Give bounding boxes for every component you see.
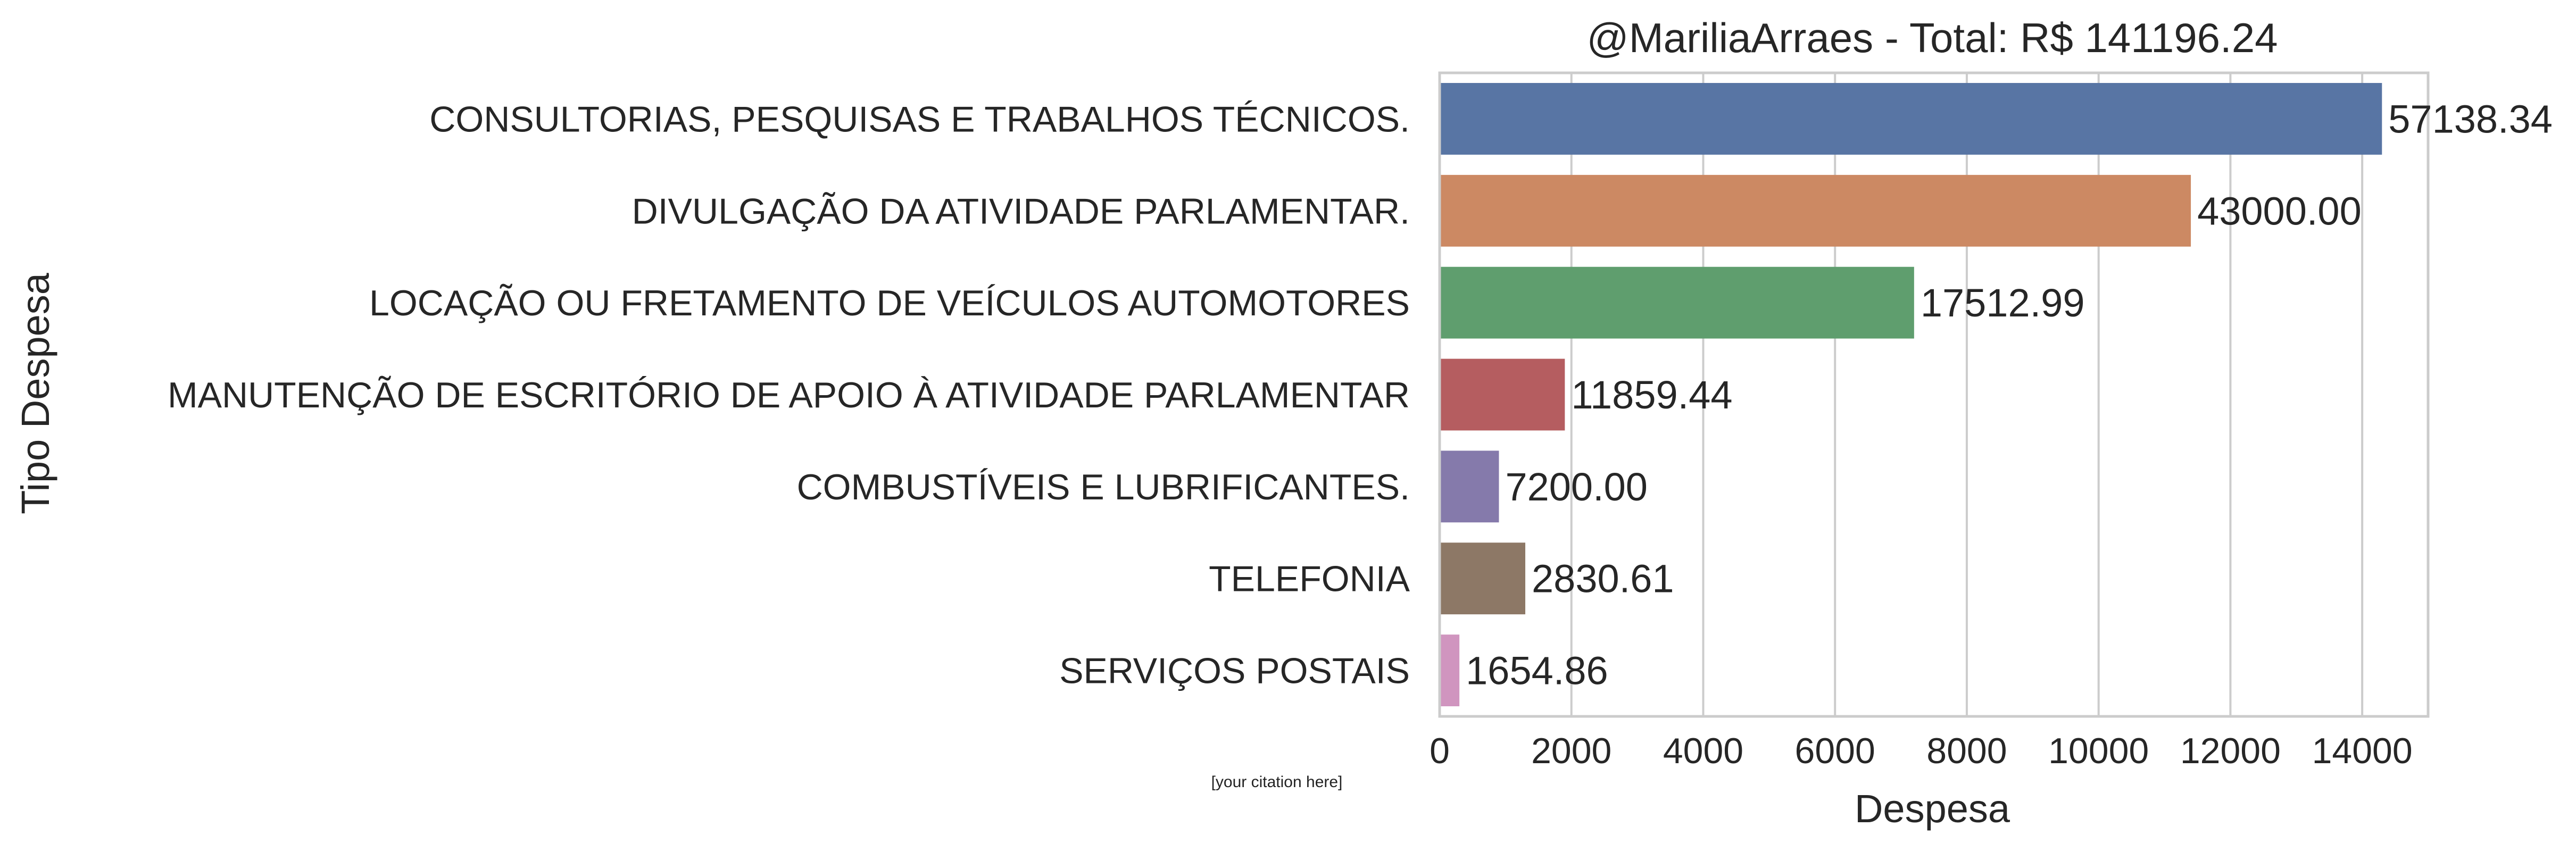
x-tick-label: 2000 bbox=[1531, 731, 1611, 771]
category-label: COMBUSTÍVEIS E LUBRIFICANTES. bbox=[797, 467, 1410, 507]
bar bbox=[1440, 634, 1460, 706]
category-label: SERVIÇOS POSTAIS bbox=[1059, 651, 1410, 691]
data-label: 17512.99 bbox=[1921, 281, 2085, 325]
x-tick-label: 10000 bbox=[2048, 731, 2149, 771]
category-labels: CONSULTORIAS, PESQUISAS E TRABALHOS TÉCN… bbox=[168, 99, 1410, 691]
data-label: 43000.00 bbox=[2197, 189, 2362, 233]
category-label: CONSULTORIAS, PESQUISAS E TRABALHOS TÉCN… bbox=[429, 99, 1410, 139]
bar bbox=[1440, 542, 1526, 615]
data-label: 2830.61 bbox=[1532, 557, 1674, 601]
x-tick-labels: 0 2000 4000 6000 8000 10000 12000 14000 bbox=[1430, 731, 2413, 771]
y-axis-label: Tipo Despesa bbox=[13, 272, 57, 514]
bar bbox=[1440, 450, 1499, 523]
data-labels: 57138.34 43000.00 17512.99 11859.44 7200.00 2… bbox=[1466, 97, 2553, 692]
bar bbox=[1440, 83, 2382, 155]
data-label: 11859.44 bbox=[1571, 373, 1732, 417]
category-label: DIVULGAÇÃO DA ATIVIDADE PARLAMENTAR. bbox=[632, 191, 1410, 231]
x-tick-label: 6000 bbox=[1795, 731, 1875, 771]
category-label: TELEFONIA bbox=[1209, 559, 1410, 599]
plot-frame bbox=[1438, 71, 2430, 718]
x-tick-label: 14000 bbox=[2312, 731, 2413, 771]
axes-frame bbox=[1438, 71, 2430, 718]
x-axis-label: Despesa bbox=[1855, 787, 2010, 831]
bar bbox=[1440, 266, 1914, 339]
x-tick-label: 4000 bbox=[1663, 731, 1743, 771]
bar bbox=[1440, 174, 2191, 247]
x-tick-label: 0 bbox=[1430, 731, 1450, 771]
chart-title: @MariliaArraes - Total: R$ 141196.24 bbox=[1587, 14, 2278, 61]
citation-text: [your citation here] bbox=[1211, 773, 1343, 791]
x-tick-label: 12000 bbox=[2180, 731, 2281, 771]
x-tick-label: 8000 bbox=[1926, 731, 2007, 771]
bar bbox=[1440, 358, 1565, 431]
category-label: MANUTENÇÃO DE ESCRITÓRIO DE APOIO À ATIV… bbox=[168, 375, 1410, 415]
category-label: LOCAÇÃO OU FRETAMENTO DE VEÍCULOS AUTOMO… bbox=[369, 283, 1410, 323]
data-label: 1654.86 bbox=[1466, 649, 1608, 693]
bars bbox=[1440, 83, 2382, 706]
data-label: 57138.34 bbox=[2388, 97, 2553, 141]
data-label: 7200.00 bbox=[1505, 465, 1648, 509]
